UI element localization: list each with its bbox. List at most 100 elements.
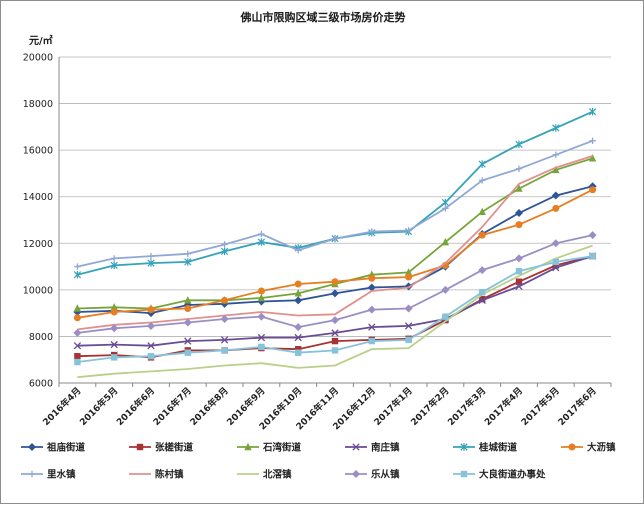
data-point bbox=[404, 304, 413, 313]
data-point bbox=[368, 228, 375, 235]
data-point bbox=[110, 303, 118, 311]
data-point bbox=[295, 349, 302, 356]
data-point bbox=[147, 353, 155, 360]
x-tick-labels: 2016年4月2016年5月2016年6月2016年7月2016年8月2016年… bbox=[40, 385, 599, 433]
series-line bbox=[77, 139, 593, 268]
data-point bbox=[184, 250, 191, 257]
series-4 bbox=[73, 252, 597, 350]
y-tick-label: 8000 bbox=[29, 332, 53, 343]
data-point bbox=[221, 347, 228, 354]
y-tick-label: 20000 bbox=[23, 53, 53, 64]
data-point bbox=[110, 340, 118, 349]
chart-title: 佛山市限购区域三级市场房价走势 bbox=[240, 10, 406, 24]
data-point bbox=[478, 160, 486, 168]
data-point bbox=[147, 342, 155, 350]
series-1 bbox=[73, 182, 597, 318]
data-point bbox=[478, 266, 487, 275]
data-point bbox=[294, 296, 303, 305]
data-point bbox=[331, 278, 339, 286]
legend-item: 桂城街道 bbox=[453, 442, 518, 454]
data-point bbox=[257, 312, 266, 321]
data-point bbox=[295, 346, 302, 353]
data-point bbox=[184, 258, 192, 266]
data-point bbox=[441, 198, 450, 207]
legend-label: 大沥镇 bbox=[587, 442, 616, 454]
data-point bbox=[221, 241, 228, 248]
data-point bbox=[331, 347, 339, 354]
x-tick-label: 2016年8月 bbox=[187, 385, 230, 428]
series-11 bbox=[74, 252, 596, 366]
data-point bbox=[405, 273, 413, 281]
series-line bbox=[77, 188, 594, 319]
data-point bbox=[257, 287, 265, 295]
legend-item: 里水镇 bbox=[21, 469, 76, 481]
series-line bbox=[77, 155, 593, 331]
legend-item: 石湾街道 bbox=[237, 442, 302, 454]
legend-label: 陈村镇 bbox=[155, 469, 184, 481]
data-point bbox=[551, 191, 560, 200]
data-point bbox=[257, 333, 266, 342]
data-point bbox=[220, 314, 229, 323]
data-point bbox=[220, 336, 229, 344]
data-point bbox=[184, 349, 191, 356]
data-point bbox=[478, 207, 486, 216]
legend-label: 祖庙街道 bbox=[46, 442, 86, 454]
legend-item: 祖庙街道 bbox=[21, 442, 86, 454]
data-point bbox=[478, 231, 486, 239]
data-point bbox=[331, 235, 339, 242]
y-tick-label: 16000 bbox=[23, 146, 53, 157]
data-point bbox=[404, 322, 413, 330]
data-point bbox=[74, 263, 81, 270]
data-point bbox=[74, 353, 81, 360]
data-point bbox=[589, 186, 597, 194]
data-point bbox=[74, 358, 81, 366]
data-point bbox=[479, 295, 486, 303]
legend-label: 里水镇 bbox=[47, 469, 76, 481]
data-point bbox=[442, 316, 449, 324]
data-point bbox=[257, 238, 266, 246]
x-tick-label: 2017年3月 bbox=[445, 385, 488, 428]
data-point bbox=[552, 165, 560, 174]
legend-item: 乐从镇 bbox=[345, 469, 400, 481]
data-point bbox=[111, 354, 118, 361]
data-point bbox=[220, 247, 229, 256]
data-point bbox=[331, 329, 339, 337]
data-point bbox=[258, 230, 265, 238]
legend-item: 大沥镇 bbox=[561, 442, 616, 454]
legend-item: 北滘镇 bbox=[237, 469, 292, 481]
data-point bbox=[515, 209, 523, 218]
legend-marker bbox=[460, 470, 468, 478]
data-point bbox=[258, 343, 265, 351]
data-point bbox=[552, 264, 560, 272]
data-point bbox=[515, 184, 523, 192]
data-point bbox=[73, 328, 82, 337]
data-point bbox=[367, 283, 376, 292]
data-point bbox=[257, 293, 266, 302]
data-point bbox=[551, 239, 560, 248]
x-tick-label: 2017年1月 bbox=[371, 385, 414, 428]
data-point bbox=[552, 258, 559, 266]
data-point bbox=[588, 154, 597, 162]
y-tick-label: 18000 bbox=[23, 99, 53, 110]
data-point bbox=[442, 205, 449, 212]
series-lines bbox=[73, 108, 597, 379]
y-tick-labels: 6000 8000 10000 12000 14000 16000 18000 20000 bbox=[23, 53, 53, 390]
data-point bbox=[183, 318, 192, 327]
series-line bbox=[77, 110, 593, 276]
data-point bbox=[110, 324, 119, 333]
x-tick-label: 2016年6月 bbox=[114, 385, 157, 428]
data-point bbox=[552, 151, 559, 158]
data-point bbox=[294, 289, 302, 297]
data-point bbox=[110, 308, 118, 316]
data-point bbox=[404, 268, 413, 276]
data-point bbox=[331, 289, 339, 298]
x-tick-label: 2017年2月 bbox=[408, 385, 451, 428]
legend-label: 张槎街道 bbox=[155, 442, 194, 454]
x-tick-label: 2017年6月 bbox=[555, 385, 598, 428]
legend-item: 南庄镇 bbox=[345, 442, 400, 454]
data-point bbox=[147, 321, 155, 330]
data-point bbox=[73, 304, 82, 312]
legend-marker bbox=[460, 443, 468, 451]
series-6 bbox=[73, 186, 597, 322]
